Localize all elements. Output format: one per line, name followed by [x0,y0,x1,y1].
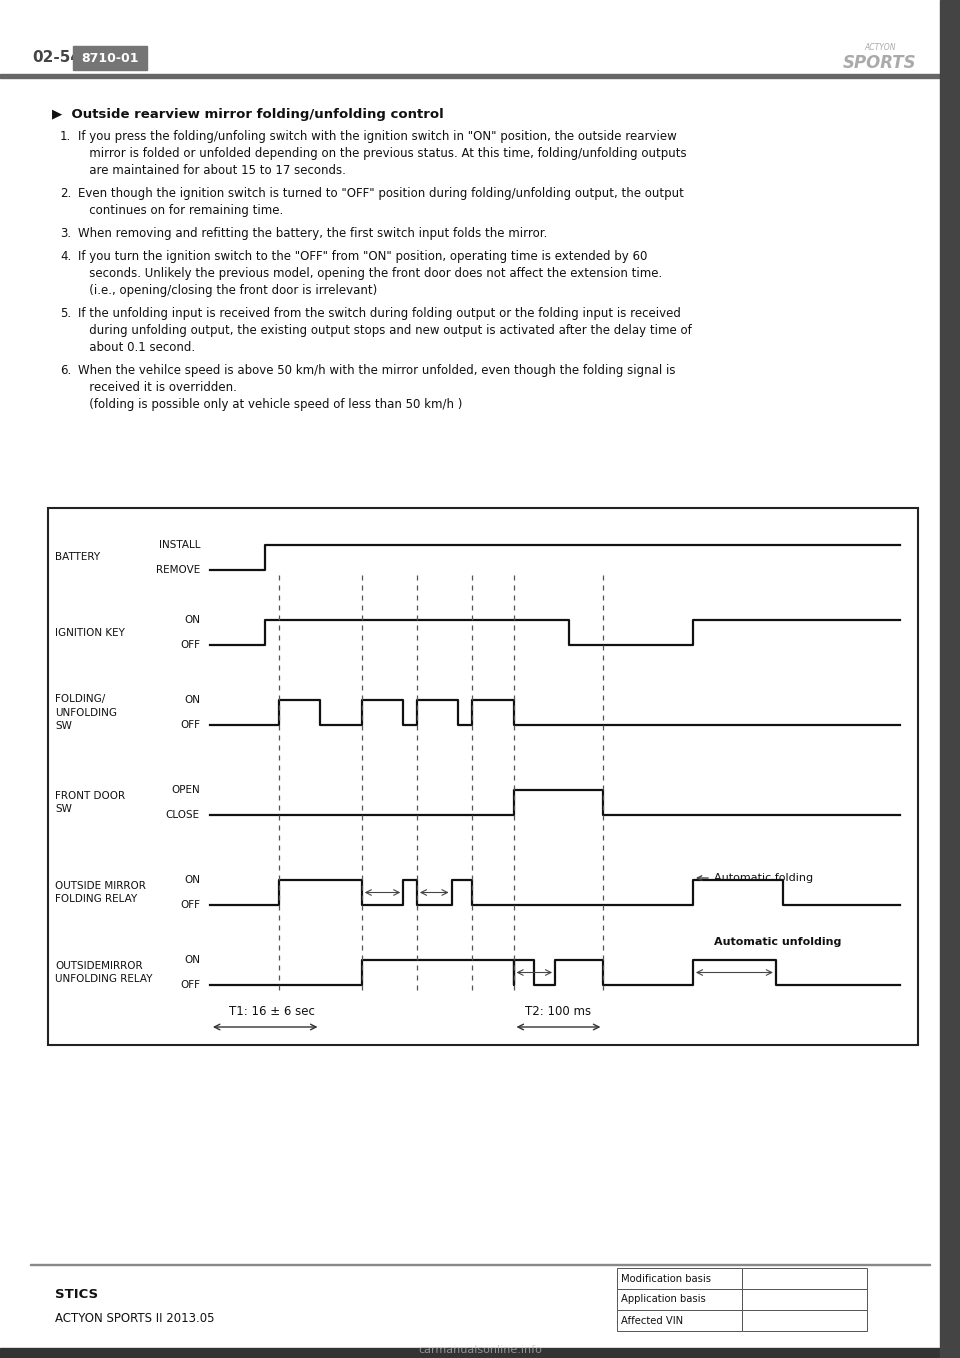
Text: BATTERY: BATTERY [55,553,100,562]
Text: If you turn the ignition switch to the "OFF" from "ON" position, operating time : If you turn the ignition switch to the "… [78,250,647,263]
Text: OFF: OFF [180,640,200,650]
Text: 3.: 3. [60,227,71,240]
Text: 02-54: 02-54 [32,50,81,65]
Bar [30,1263,930,1266]
Bar [0,73,960,77]
Text: about 0.1 second.: about 0.1 second. [78,341,195,354]
Text: Modification basis: Modification basis [621,1274,711,1283]
FancyBboxPatch shape [742,1289,867,1310]
FancyBboxPatch shape [48,508,918,1046]
Text: mirror is folded or unfolded depending on the previous status. At this time, fol: mirror is folded or unfolded depending o… [78,147,686,160]
FancyBboxPatch shape [617,1268,742,1289]
Text: FOLDING/
UNFOLDING
SW: FOLDING/ UNFOLDING SW [55,694,117,731]
FancyBboxPatch shape [742,1310,867,1331]
Text: Application basis: Application basis [621,1294,706,1305]
Text: OUTSIDEMIRROR
UNFOLDING RELAY: OUTSIDEMIRROR UNFOLDING RELAY [55,961,153,985]
Text: T1: 16 ± 6 sec: T1: 16 ± 6 sec [229,1005,315,1018]
Text: Even though the ignition switch is turned to "OFF" position during folding/unfol: Even though the ignition switch is turne… [78,187,684,200]
Text: FRONT DOOR
SW: FRONT DOOR SW [55,790,125,813]
FancyBboxPatch shape [742,1268,867,1289]
Text: Automatic unfolding: Automatic unfolding [713,937,841,947]
Text: 5.: 5. [60,307,71,320]
Text: OPEN: OPEN [171,785,200,794]
Text: ON: ON [184,875,200,885]
Text: are maintained for about 15 to 17 seconds.: are maintained for about 15 to 17 second… [78,164,346,177]
Text: INSTALL: INSTALL [158,540,200,550]
Text: OFF: OFF [180,980,200,990]
Text: IGNITION KEY: IGNITION KEY [55,627,125,637]
Text: continues on for remaining time.: continues on for remaining time. [78,204,283,217]
Text: REMOVE: REMOVE [156,565,200,574]
FancyBboxPatch shape [617,1310,742,1331]
Text: SPORTS: SPORTS [843,54,917,72]
Text: ON: ON [184,695,200,705]
FancyBboxPatch shape [617,1289,742,1310]
Text: (folding is possible only at vehicle speed of less than 50 km/h ): (folding is possible only at vehicle spe… [78,398,463,411]
Text: T2: 100 ms: T2: 100 ms [525,1005,591,1018]
Text: 6.: 6. [60,364,71,378]
Text: If the unfolding input is received from the switch during folding output or the : If the unfolding input is received from … [78,307,681,320]
Text: OFF: OFF [180,720,200,731]
Text: OFF: OFF [180,900,200,910]
FancyBboxPatch shape [73,46,147,71]
Text: OUTSIDE MIRROR
FOLDING RELAY: OUTSIDE MIRROR FOLDING RELAY [55,881,146,904]
Text: ACTYON SPORTS II 2013.05: ACTYON SPORTS II 2013.05 [55,1312,214,1325]
Bar [940,0,960,1358]
Text: When the vehilce speed is above 50 km/h with the mirror unfolded, even though th: When the vehilce speed is above 50 km/h … [78,364,676,378]
Text: STICS: STICS [55,1287,98,1301]
Text: seconds. Unlikely the previous model, opening the front door does not affect the: seconds. Unlikely the previous model, op… [78,268,662,280]
Text: When removing and refitting the battery, the first switch input folds the mirror: When removing and refitting the battery,… [78,227,547,240]
Bar [0,1348,960,1358]
Text: ▶  Outside rearview mirror folding/unfolding control: ▶ Outside rearview mirror folding/unfold… [52,109,444,121]
Text: carmanualsonline.info: carmanualsonline.info [418,1344,542,1355]
Text: If you press the folding/unfoling switch with the ignition switch in "ON" positi: If you press the folding/unfoling switch… [78,130,677,143]
Text: CLOSE: CLOSE [166,809,200,820]
Text: during unfolding output, the existing output stops and new output is activated a: during unfolding output, the existing ou… [78,325,692,337]
Text: received it is overridden.: received it is overridden. [78,382,237,394]
Text: 8710-01: 8710-01 [82,52,139,64]
Text: Affected VIN: Affected VIN [621,1316,684,1325]
Text: ON: ON [184,615,200,625]
Text: ON: ON [184,955,200,966]
Text: Automatic folding: Automatic folding [697,873,813,883]
Text: 2.: 2. [60,187,71,200]
Text: (i.e., opening/closing the front door is irrelevant): (i.e., opening/closing the front door is… [78,284,377,297]
Text: 1.: 1. [60,130,71,143]
Text: 4.: 4. [60,250,71,263]
Text: ACTYON: ACTYON [864,43,896,53]
